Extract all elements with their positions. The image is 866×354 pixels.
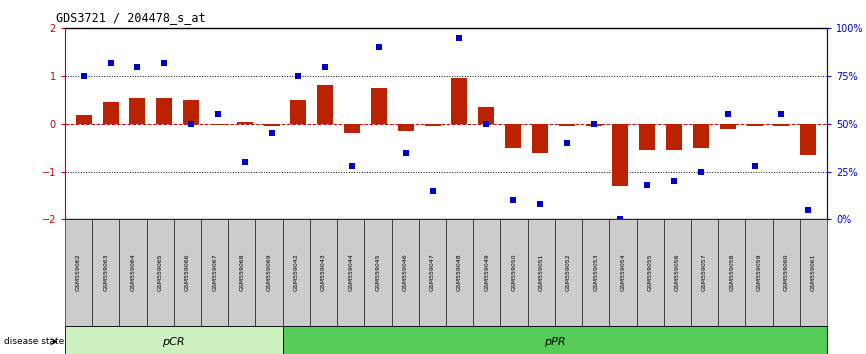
Point bbox=[586, 121, 600, 127]
Point bbox=[131, 64, 145, 69]
Text: GSM559055: GSM559055 bbox=[648, 254, 653, 291]
Bar bbox=[156, 98, 172, 124]
Bar bbox=[478, 107, 494, 124]
Bar bbox=[75, 115, 92, 124]
Point bbox=[533, 201, 546, 207]
Text: GSM559069: GSM559069 bbox=[267, 254, 272, 291]
Text: GSM559047: GSM559047 bbox=[430, 254, 435, 291]
Text: GSM559066: GSM559066 bbox=[185, 254, 190, 291]
Point bbox=[452, 35, 466, 41]
Point bbox=[559, 140, 573, 146]
Bar bbox=[773, 124, 790, 126]
Text: GSM559060: GSM559060 bbox=[784, 254, 789, 291]
Text: GSM559056: GSM559056 bbox=[675, 254, 680, 291]
Bar bbox=[451, 79, 468, 124]
Bar bbox=[397, 124, 414, 131]
Text: GSM559042: GSM559042 bbox=[294, 254, 299, 291]
Bar bbox=[344, 124, 360, 132]
Point bbox=[292, 73, 306, 79]
Text: GSM559059: GSM559059 bbox=[757, 254, 761, 291]
Bar bbox=[800, 124, 817, 155]
Text: GSM559063: GSM559063 bbox=[103, 254, 108, 291]
Text: pCR: pCR bbox=[163, 337, 185, 347]
Point bbox=[399, 150, 413, 155]
Bar bbox=[424, 124, 441, 126]
Point bbox=[372, 45, 386, 50]
Text: GSM559044: GSM559044 bbox=[348, 254, 353, 291]
Bar bbox=[532, 124, 548, 153]
Point bbox=[346, 163, 359, 169]
Text: disease state: disease state bbox=[4, 337, 65, 346]
Bar bbox=[639, 124, 656, 150]
Text: GSM559050: GSM559050 bbox=[512, 254, 516, 291]
Text: GSM559054: GSM559054 bbox=[620, 254, 625, 291]
Bar bbox=[559, 124, 575, 126]
Bar bbox=[746, 124, 763, 126]
Bar bbox=[505, 124, 521, 148]
Point bbox=[479, 121, 493, 127]
Point bbox=[426, 188, 440, 194]
Bar bbox=[585, 124, 602, 126]
Text: GSM559043: GSM559043 bbox=[321, 254, 326, 291]
Point bbox=[721, 112, 734, 117]
Point bbox=[104, 60, 118, 65]
Bar bbox=[693, 124, 709, 148]
Text: GSM559064: GSM559064 bbox=[131, 254, 135, 291]
Text: GSM559068: GSM559068 bbox=[239, 254, 244, 291]
Bar bbox=[371, 88, 387, 124]
Text: GSM559062: GSM559062 bbox=[76, 254, 81, 291]
Bar bbox=[263, 124, 280, 126]
Bar bbox=[129, 98, 145, 124]
Point bbox=[319, 64, 333, 69]
Point bbox=[184, 121, 198, 127]
Text: GSM559067: GSM559067 bbox=[212, 254, 217, 291]
Point bbox=[747, 163, 761, 169]
Point bbox=[158, 60, 171, 65]
Bar bbox=[290, 100, 307, 124]
Point bbox=[506, 198, 520, 203]
Text: GSM559052: GSM559052 bbox=[566, 254, 571, 291]
Point bbox=[613, 217, 627, 222]
Point bbox=[265, 131, 279, 136]
Bar bbox=[612, 124, 629, 186]
Text: GDS3721 / 204478_s_at: GDS3721 / 204478_s_at bbox=[56, 11, 206, 24]
Point bbox=[694, 169, 708, 175]
Bar bbox=[210, 124, 226, 125]
Text: GSM559049: GSM559049 bbox=[484, 254, 489, 291]
Text: GSM559061: GSM559061 bbox=[811, 254, 816, 291]
Text: GSM559065: GSM559065 bbox=[158, 254, 163, 291]
Text: pPR: pPR bbox=[544, 337, 565, 347]
Point bbox=[667, 178, 681, 184]
Point bbox=[774, 112, 788, 117]
Text: GSM559058: GSM559058 bbox=[729, 254, 734, 291]
Text: GSM559045: GSM559045 bbox=[376, 254, 380, 291]
Point bbox=[211, 112, 225, 117]
Bar bbox=[236, 121, 253, 124]
Text: GSM559051: GSM559051 bbox=[539, 254, 544, 291]
Point bbox=[640, 182, 654, 188]
Text: GSM559057: GSM559057 bbox=[702, 254, 707, 291]
Bar bbox=[183, 100, 199, 124]
Text: GSM559048: GSM559048 bbox=[457, 254, 462, 291]
Point bbox=[238, 159, 252, 165]
Text: GSM559053: GSM559053 bbox=[593, 254, 598, 291]
Point bbox=[77, 73, 91, 79]
Bar bbox=[666, 124, 682, 150]
Bar bbox=[317, 85, 333, 124]
Bar bbox=[720, 124, 736, 129]
Bar bbox=[102, 102, 119, 124]
Text: GSM559046: GSM559046 bbox=[403, 254, 408, 291]
Point bbox=[801, 207, 815, 213]
